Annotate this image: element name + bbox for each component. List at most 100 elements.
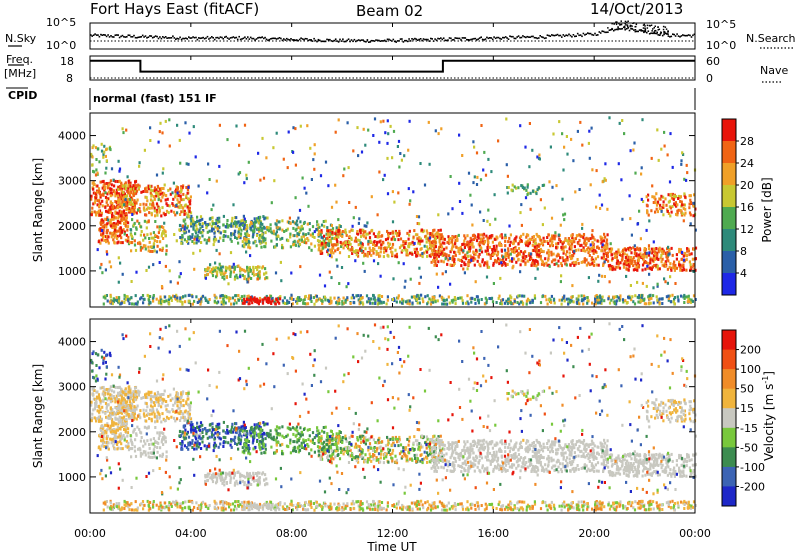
power-cell bbox=[384, 131, 387, 135]
power-cell bbox=[629, 259, 632, 262]
power-cell bbox=[579, 244, 582, 248]
power-cell bbox=[306, 124, 309, 128]
noise-point bbox=[123, 36, 125, 38]
power-cell bbox=[281, 243, 284, 247]
power-cell bbox=[151, 297, 155, 301]
power-cell bbox=[619, 261, 622, 265]
power-cell bbox=[121, 197, 124, 201]
power-cell bbox=[647, 253, 651, 257]
noise-point bbox=[670, 35, 673, 38]
velocity-cell bbox=[92, 386, 95, 390]
power-cell bbox=[208, 298, 211, 301]
power-cell bbox=[255, 297, 259, 301]
power-cell bbox=[398, 229, 401, 233]
power-cell bbox=[515, 249, 518, 253]
noise-point bbox=[293, 39, 295, 41]
power-cell bbox=[481, 258, 484, 262]
power-cell bbox=[190, 214, 193, 218]
power-cell bbox=[565, 263, 568, 267]
power-cell bbox=[313, 302, 316, 306]
power-cell bbox=[118, 169, 121, 173]
noise-point bbox=[208, 38, 210, 40]
power-cell bbox=[368, 246, 371, 250]
power-cell bbox=[230, 302, 233, 306]
power-cell bbox=[473, 252, 476, 256]
power-cell bbox=[472, 258, 475, 262]
noise-point bbox=[357, 39, 360, 41]
power-cell bbox=[361, 251, 364, 254]
power-cell bbox=[633, 302, 637, 306]
power-cell bbox=[247, 266, 250, 270]
noise-point bbox=[294, 39, 297, 42]
power-cell bbox=[199, 302, 202, 306]
noise-point bbox=[260, 36, 262, 39]
power-cell bbox=[570, 234, 573, 238]
power-cell bbox=[386, 298, 389, 302]
power-cell bbox=[247, 271, 250, 275]
power-cell bbox=[126, 228, 129, 232]
noise-point bbox=[146, 37, 148, 39]
power-cell bbox=[292, 226, 295, 230]
power-cell bbox=[245, 238, 248, 241]
power-cell bbox=[356, 232, 360, 236]
power-cell bbox=[231, 265, 234, 269]
power-cell bbox=[381, 234, 384, 238]
noise-point bbox=[283, 38, 285, 40]
power-cell bbox=[113, 232, 116, 236]
power-cell bbox=[197, 230, 200, 234]
power-cell bbox=[100, 233, 103, 237]
noise-point bbox=[95, 34, 98, 36]
power-cell bbox=[583, 297, 586, 300]
power-cell bbox=[467, 245, 470, 249]
power-cell bbox=[335, 238, 338, 242]
power-cell bbox=[180, 241, 183, 245]
noise-point bbox=[546, 34, 549, 36]
power-cell bbox=[213, 239, 216, 243]
power-cell bbox=[318, 247, 321, 251]
power-cell bbox=[467, 250, 470, 253]
power-cell bbox=[210, 229, 213, 233]
power-cell bbox=[297, 298, 300, 302]
power-cell bbox=[557, 253, 560, 257]
power-cell bbox=[204, 273, 207, 277]
power-cell bbox=[627, 255, 630, 259]
power-cell bbox=[622, 265, 626, 269]
power-cell bbox=[692, 264, 695, 268]
power-cell bbox=[470, 258, 473, 262]
power-cell bbox=[106, 239, 109, 243]
noise-point bbox=[192, 36, 194, 38]
power-cell bbox=[344, 300, 347, 304]
power-cell bbox=[239, 266, 242, 270]
power-cell bbox=[234, 236, 237, 239]
power-cell bbox=[582, 298, 585, 302]
power-cell bbox=[149, 295, 152, 298]
power-cell bbox=[106, 228, 109, 232]
power-cell bbox=[223, 295, 226, 299]
velocity-cell bbox=[107, 392, 110, 396]
power-cell bbox=[181, 186, 184, 190]
power-cell bbox=[419, 247, 422, 251]
noise-point bbox=[481, 38, 484, 41]
power-cell bbox=[267, 299, 270, 303]
power-cell bbox=[542, 240, 545, 243]
power-cell bbox=[432, 300, 435, 304]
power-cell bbox=[608, 247, 611, 251]
power-cell bbox=[434, 262, 437, 266]
noise-point bbox=[623, 26, 625, 28]
power-cell bbox=[655, 192, 658, 196]
noise-point bbox=[330, 40, 333, 42]
power-cell bbox=[653, 252, 656, 256]
noise-point bbox=[478, 37, 481, 39]
power-cell bbox=[661, 302, 664, 305]
power-cell bbox=[256, 277, 259, 281]
power-cell bbox=[501, 236, 504, 240]
power-cell bbox=[351, 228, 354, 232]
power-cell bbox=[340, 242, 343, 246]
power-cell bbox=[479, 178, 483, 182]
power-cell bbox=[382, 178, 385, 182]
power-cell bbox=[154, 220, 157, 223]
power-cell bbox=[437, 247, 440, 251]
power-cell bbox=[330, 232, 333, 236]
power-cell bbox=[504, 233, 507, 237]
noise-point bbox=[637, 30, 639, 33]
